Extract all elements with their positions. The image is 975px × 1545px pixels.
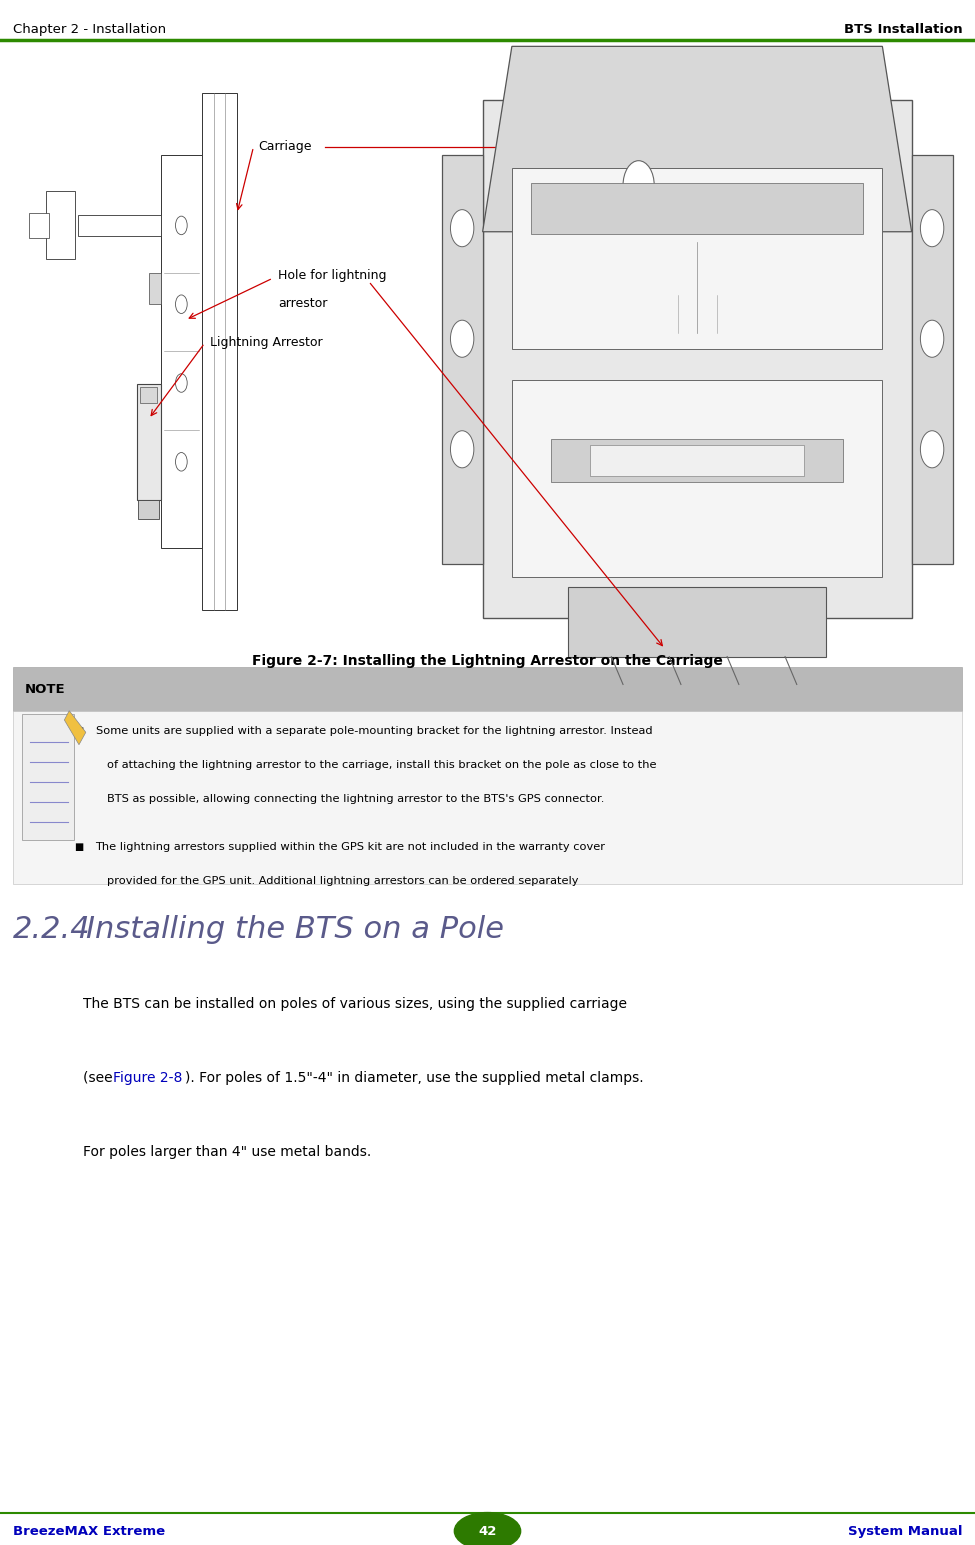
Text: Chapter 2 - Installation: Chapter 2 - Installation — [13, 23, 166, 36]
Text: BTS as possible, allowing connecting the lightning arrestor to the BTS's GPS con: BTS as possible, allowing connecting the… — [107, 794, 604, 803]
Bar — [568, 587, 826, 657]
Text: For poles larger than 4" use metal bands.: For poles larger than 4" use metal bands… — [83, 1145, 371, 1159]
Circle shape — [920, 320, 944, 357]
Polygon shape — [483, 46, 912, 232]
Circle shape — [176, 453, 187, 471]
Bar — [136, 385, 161, 501]
Text: Lightning Arrestor: Lightning Arrestor — [210, 337, 323, 349]
Bar — [442, 154, 483, 564]
Bar — [22, 714, 74, 840]
Text: Figure 2-7: Installing the Lightning Arrestor on the Carriage: Figure 2-7: Installing the Lightning Arr… — [253, 654, 722, 669]
Text: arrestor: arrestor — [278, 297, 328, 309]
Text: Figure 2-8: Figure 2-8 — [113, 1071, 182, 1085]
Ellipse shape — [454, 1513, 521, 1545]
Bar — [46, 192, 75, 260]
Bar — [912, 154, 953, 564]
Circle shape — [920, 210, 944, 247]
Bar — [149, 273, 161, 304]
Circle shape — [176, 216, 187, 235]
Text: 2.2.4: 2.2.4 — [13, 915, 91, 944]
Text: BreezeMAX Extreme: BreezeMAX Extreme — [13, 1525, 165, 1537]
Text: Carriage: Carriage — [258, 141, 312, 153]
Bar — [531, 184, 863, 233]
Text: System Manual: System Manual — [848, 1525, 962, 1537]
Text: ). For poles of 1.5"-4" in diameter, use the supplied metal clamps.: ). For poles of 1.5"-4" in diameter, use… — [185, 1071, 644, 1085]
Bar — [78, 215, 161, 236]
Text: BTS Installation: BTS Installation — [843, 23, 962, 36]
Bar — [140, 388, 157, 403]
Bar — [13, 667, 962, 711]
Bar — [512, 168, 882, 349]
Circle shape — [450, 320, 474, 357]
Text: provided for the GPS unit. Additional lightning arrestors can be ordered separat: provided for the GPS unit. Additional li… — [107, 876, 579, 885]
Circle shape — [920, 431, 944, 468]
Circle shape — [176, 374, 187, 392]
Text: The BTS can be installed on poles of various sizes, using the supplied carriage: The BTS can be installed on poles of var… — [83, 997, 627, 1010]
Text: Some units are supplied with a separate pole-mounting bracket for the lightning : Some units are supplied with a separate … — [96, 726, 652, 735]
Bar — [29, 213, 49, 238]
Bar — [161, 154, 202, 548]
Circle shape — [623, 161, 654, 210]
Text: (see: (see — [83, 1071, 117, 1085]
Bar — [551, 439, 843, 482]
Circle shape — [176, 295, 187, 314]
Bar — [138, 501, 159, 519]
Text: NOTE: NOTE — [24, 683, 65, 695]
Bar — [590, 445, 804, 476]
Bar — [13, 711, 962, 884]
Bar — [483, 100, 912, 618]
Text: ■: ■ — [74, 726, 83, 735]
Text: Hole for lightning: Hole for lightning — [278, 269, 386, 281]
Text: 42: 42 — [479, 1525, 496, 1537]
Bar — [202, 93, 237, 610]
Bar — [512, 380, 882, 576]
Text: Installing the BTS on a Pole: Installing the BTS on a Pole — [86, 915, 504, 944]
Text: The lightning arrestors supplied within the GPS kit are not included in the warr: The lightning arrestors supplied within … — [96, 842, 605, 851]
Circle shape — [450, 431, 474, 468]
Text: of attaching the lightning arrestor to the carriage, install this bracket on the: of attaching the lightning arrestor to t… — [107, 760, 657, 769]
Polygon shape — [64, 711, 86, 745]
Circle shape — [450, 210, 474, 247]
Text: ■: ■ — [74, 842, 83, 851]
